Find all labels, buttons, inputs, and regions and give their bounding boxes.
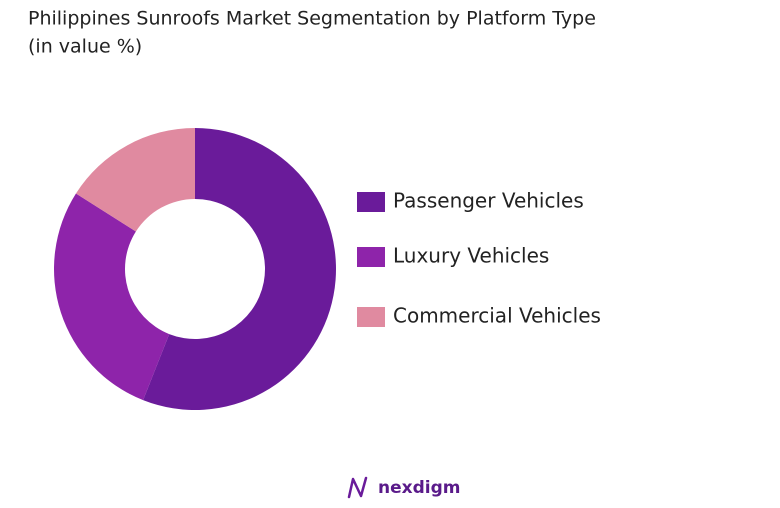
logo-text: nexdigm <box>378 478 460 498</box>
logo: nexdigm <box>347 476 460 499</box>
donut-slice <box>53 193 170 401</box>
donut-slice <box>75 127 195 232</box>
legend-label: Commercial Vehicles <box>393 304 601 328</box>
chart-subtitle: (in value %) <box>28 36 142 58</box>
legend-label: Luxury Vehicles <box>393 244 549 268</box>
chart-title: Philippines Sunroofs Market Segmentation… <box>28 8 596 30</box>
logo-icon <box>347 476 368 499</box>
legend-swatch <box>357 307 385 327</box>
legend-swatch <box>357 247 385 267</box>
legend-label: Passenger Vehicles <box>393 189 584 213</box>
legend-swatch <box>357 192 385 212</box>
donut-slice <box>143 128 336 410</box>
